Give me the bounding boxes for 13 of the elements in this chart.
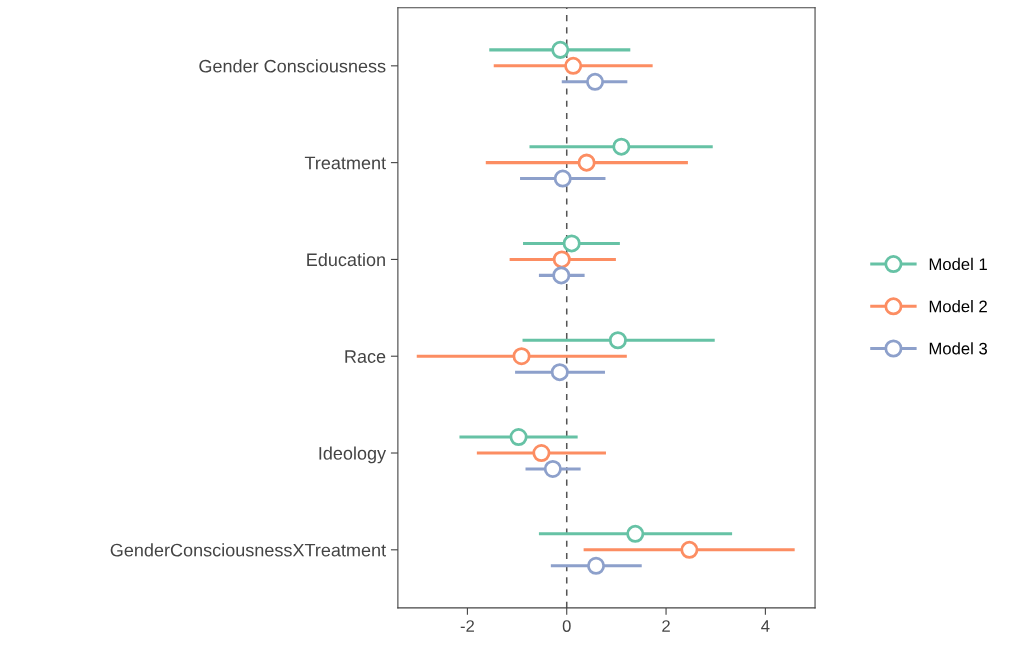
legend-label: Model 2 — [929, 300, 987, 313]
x-tick-label: 2 — [662, 620, 670, 632]
x-tick-label: 0 — [562, 620, 571, 632]
legend-label: Model 3 — [929, 342, 987, 355]
y-tick-label: GenderConsciousnessXTreatment — [110, 543, 386, 557]
y-tick-label: Ideology — [319, 446, 387, 464]
legend-label: Model 1 — [929, 257, 987, 271]
y-tick-label: Education — [307, 252, 385, 267]
x-tick-label: 4 — [761, 620, 770, 632]
y-tick-label: Treatment — [304, 156, 386, 170]
y-tick-label: Race — [345, 350, 386, 363]
x-tick-label: -2 — [460, 620, 474, 632]
y-tick-label: Gender Consciousness — [199, 59, 386, 73]
